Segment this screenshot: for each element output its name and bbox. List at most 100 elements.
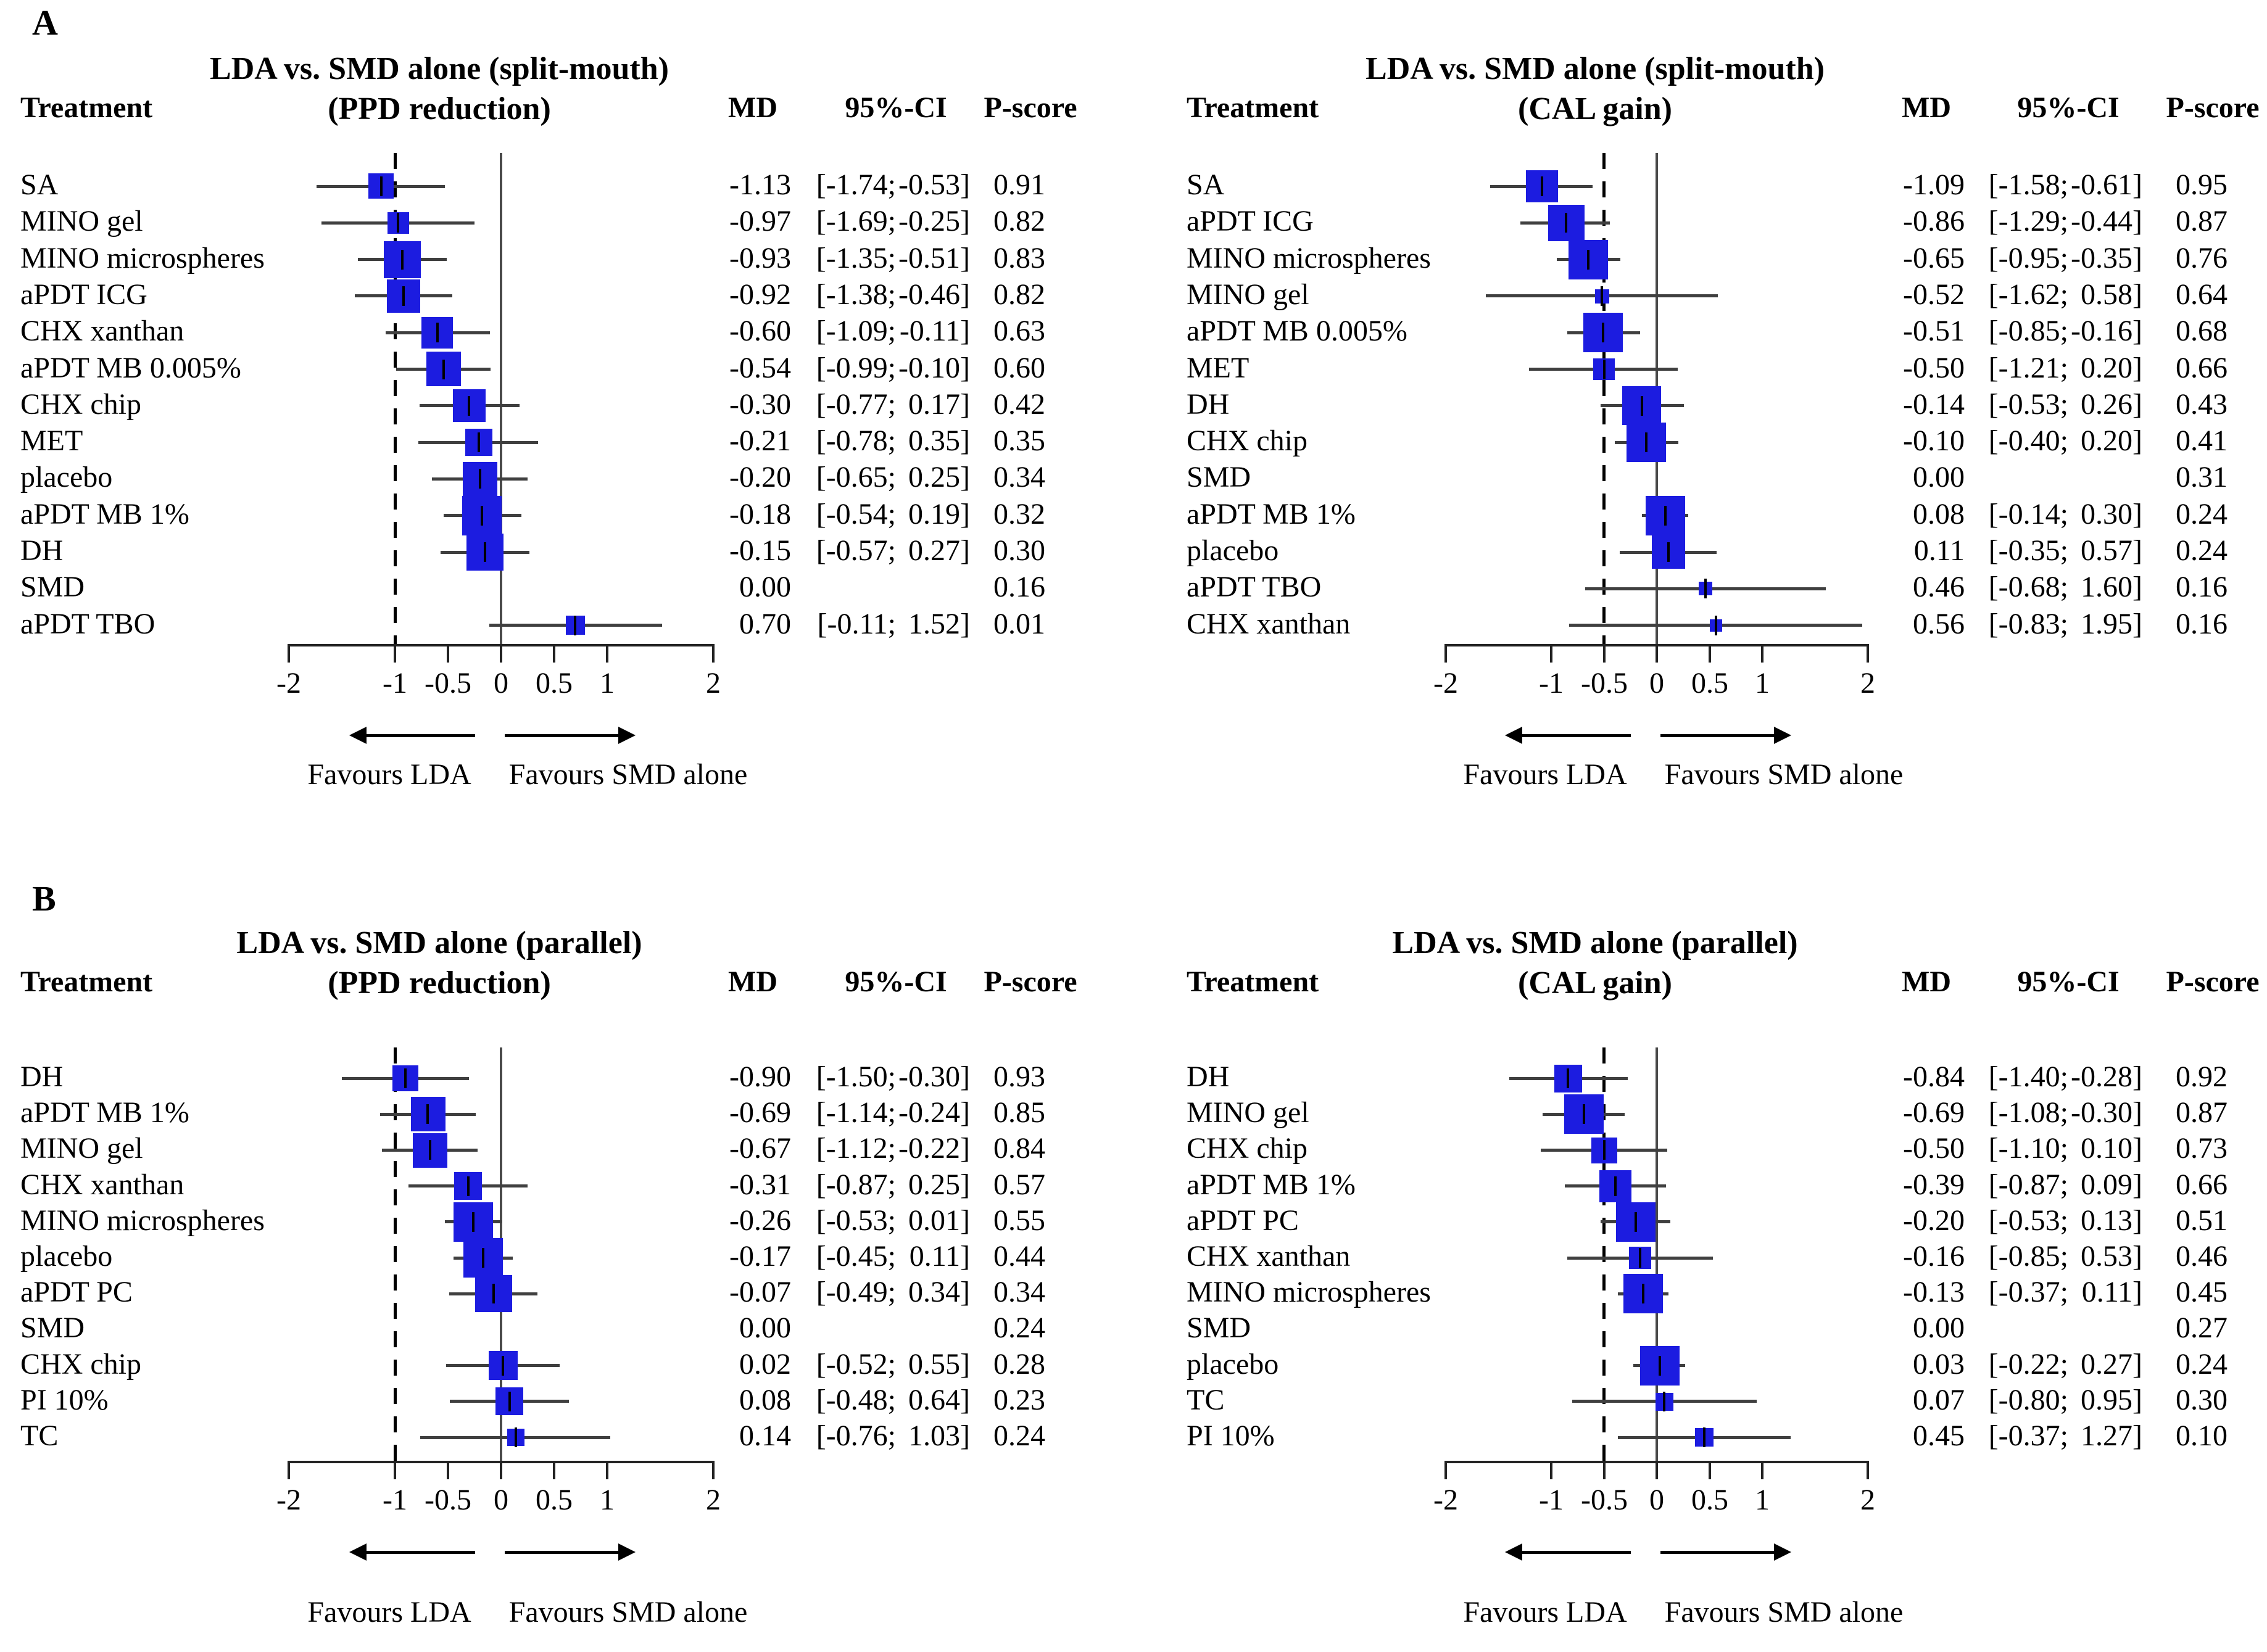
pscore-value: 0.95 xyxy=(2176,168,2228,201)
ci-upper-value: 0.58] xyxy=(2081,278,2142,311)
favours-left-arrow-head xyxy=(349,727,367,744)
treatment-label: CHX xanthan xyxy=(20,1168,184,1201)
ci-lower-value: [-0.11; xyxy=(817,608,896,640)
point-estimate-tick xyxy=(484,542,486,562)
ci-upper-value: 0.27] xyxy=(2081,1348,2142,1381)
treatment-label: PI 10% xyxy=(20,1384,109,1416)
point-estimate-tick xyxy=(492,1284,495,1303)
pscore-value: 0.44 xyxy=(993,1240,1045,1273)
ci-lower-value: [-0.87; xyxy=(816,1168,896,1201)
md-value: -0.50 xyxy=(1903,352,1965,384)
md-value: -1.09 xyxy=(1903,168,1965,201)
treatment-label: MINO microspheres xyxy=(20,1204,265,1237)
point-estimate-tick xyxy=(1659,1356,1661,1376)
treatment-label: SMD xyxy=(20,1311,85,1344)
x-axis-tick-label: 2 xyxy=(706,667,721,700)
treatment-label: CHX chip xyxy=(1187,1132,1308,1165)
ci-upper-value: 0.53] xyxy=(2081,1240,2142,1273)
md-value: 0.56 xyxy=(1913,608,1965,640)
point-estimate-tick xyxy=(502,1356,504,1376)
md-value: 0.11 xyxy=(1913,534,1965,567)
ci-lower-value: [-0.22; xyxy=(1988,1348,2068,1381)
point-estimate-tick xyxy=(1567,1068,1569,1088)
pscore-value: 0.57 xyxy=(993,1168,1045,1201)
point-estimate-tick xyxy=(1583,1104,1585,1124)
null-effect-line xyxy=(500,153,502,644)
md-value: -0.20 xyxy=(729,461,791,494)
point-estimate-tick xyxy=(1715,616,1717,635)
ci-lower-value: [-1.74; xyxy=(816,168,896,201)
pscore-value: 0.83 xyxy=(993,242,1045,275)
x-axis-tick-label: -0.5 xyxy=(425,1484,471,1516)
x-axis-tick-label: -1 xyxy=(1539,1484,1564,1516)
md-value: -0.15 xyxy=(729,534,791,567)
pscore-value: 0.91 xyxy=(993,168,1045,201)
ci-upper-value: 0.09] xyxy=(2081,1168,2142,1201)
md-value: 0.00 xyxy=(1913,461,1965,494)
ci-lower-value: [-0.45; xyxy=(816,1240,896,1273)
treatment-label: SMD xyxy=(20,571,85,603)
pscore-value: 0.24 xyxy=(993,1311,1045,1344)
md-value: 0.00 xyxy=(739,571,791,603)
md-value: 0.08 xyxy=(739,1384,791,1416)
ci-lower-value: [-1.29; xyxy=(1988,205,2068,237)
ci-lower-value: [-0.80; xyxy=(1988,1384,2068,1416)
ci-upper-value: -0.44] xyxy=(2071,205,2142,237)
ci-lower-value: [-1.40; xyxy=(1988,1060,2068,1093)
ci-lower-value: [-0.83; xyxy=(1988,608,2068,640)
md-column-header: MD xyxy=(728,965,777,998)
treatment-column-header: Treatment xyxy=(1187,91,1319,124)
point-estimate-tick xyxy=(1641,396,1643,416)
reference-dashed-line xyxy=(394,1047,397,1461)
md-value: 0.14 xyxy=(739,1419,791,1452)
treatment-label: DH xyxy=(1187,1060,1230,1093)
x-axis-tick xyxy=(606,644,608,663)
point-estimate-tick xyxy=(1663,1392,1665,1411)
point-estimate-tick xyxy=(380,176,383,196)
ci-upper-value: 0.01] xyxy=(908,1204,970,1237)
ci-upper-value: -0.16] xyxy=(2071,315,2142,347)
treatment-label: TC xyxy=(1187,1384,1225,1416)
panel-title-line2: (PPD reduction) xyxy=(328,965,551,1001)
point-estimate-tick xyxy=(397,213,399,233)
ci-lower-value: [-0.35; xyxy=(1988,534,2068,567)
point-estimate-tick xyxy=(1664,506,1667,526)
point-estimate-tick xyxy=(472,1212,475,1232)
pscore-value: 0.23 xyxy=(993,1384,1045,1416)
point-estimate-tick xyxy=(1639,1248,1641,1268)
ci-lower-value: [-1.38; xyxy=(816,278,896,311)
md-value: -0.31 xyxy=(729,1168,791,1201)
pscore-value: 0.28 xyxy=(993,1348,1045,1381)
pscore-value: 0.31 xyxy=(2176,461,2228,494)
treatment-label: aPDT PC xyxy=(20,1276,133,1308)
panel-title-line1: LDA vs. SMD alone (parallel) xyxy=(1392,925,1798,960)
pscore-column-header: P-score xyxy=(984,91,1077,124)
pscore-column-header: P-score xyxy=(2166,91,2260,124)
pscore-value: 0.82 xyxy=(993,278,1045,311)
ci-upper-value: 0.27] xyxy=(908,534,970,567)
pscore-value: 0.24 xyxy=(2176,534,2228,567)
ci-upper-value: 0.26] xyxy=(2081,388,2142,421)
ci-column-header: 95%-CI xyxy=(2017,965,2120,998)
pscore-value: 0.16 xyxy=(2176,571,2228,603)
treatment-label: CHX chip xyxy=(20,388,141,421)
md-column-header: MD xyxy=(1902,91,1951,124)
treatment-label: CHX xanthan xyxy=(1187,1240,1351,1273)
point-estimate-tick xyxy=(1587,250,1589,270)
md-value: -1.13 xyxy=(729,168,791,201)
point-estimate-tick xyxy=(482,1248,484,1268)
pscore-value: 0.46 xyxy=(2176,1240,2228,1273)
pscore-value: 0.63 xyxy=(993,315,1045,347)
point-estimate-tick xyxy=(1541,176,1543,196)
md-value: -0.20 xyxy=(1903,1204,1965,1237)
point-estimate-tick xyxy=(479,469,481,489)
point-estimate-tick xyxy=(1635,1212,1637,1232)
point-estimate-tick xyxy=(404,1068,407,1088)
treatment-label: MINO gel xyxy=(20,1132,143,1165)
point-estimate-tick xyxy=(1703,1427,1705,1447)
ci-upper-value: -0.28] xyxy=(2071,1060,2142,1093)
pscore-value: 0.34 xyxy=(993,1276,1045,1308)
pscore-value: 0.16 xyxy=(2176,608,2228,640)
ci-upper-value: 0.25] xyxy=(908,1168,970,1201)
ci-lower-value: [-0.53; xyxy=(816,1204,896,1237)
